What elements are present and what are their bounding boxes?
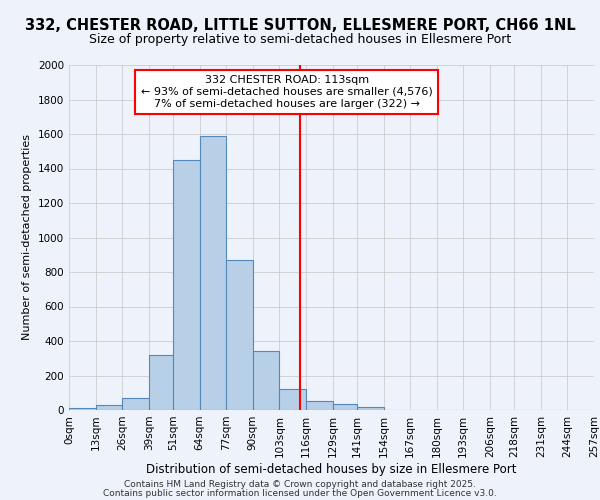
Bar [173, 160, 200, 410]
Bar [306, 402, 332, 410]
Bar [122, 398, 149, 410]
X-axis label: Distribution of semi-detached houses by size in Ellesmere Port: Distribution of semi-detached houses by … [146, 462, 517, 475]
Bar [149, 355, 173, 410]
Text: 332, CHESTER ROAD, LITTLE SUTTON, ELLESMERE PORT, CH66 1NL: 332, CHESTER ROAD, LITTLE SUTTON, ELLESM… [25, 18, 575, 32]
Text: Contains public sector information licensed under the Open Government Licence v3: Contains public sector information licen… [103, 488, 497, 498]
Bar [200, 136, 226, 410]
Text: 332 CHESTER ROAD: 113sqm
← 93% of semi-detached houses are smaller (4,576)
7% of: 332 CHESTER ROAD: 113sqm ← 93% of semi-d… [141, 76, 433, 108]
Bar [280, 390, 306, 410]
Text: Contains HM Land Registry data © Crown copyright and database right 2025.: Contains HM Land Registry data © Crown c… [124, 480, 476, 489]
Text: Size of property relative to semi-detached houses in Ellesmere Port: Size of property relative to semi-detach… [89, 32, 511, 46]
Bar [332, 404, 357, 410]
Bar [226, 260, 253, 410]
Y-axis label: Number of semi-detached properties: Number of semi-detached properties [22, 134, 32, 340]
Bar [69, 408, 95, 410]
Bar [357, 406, 383, 410]
Bar [95, 405, 122, 410]
Bar [253, 352, 280, 410]
